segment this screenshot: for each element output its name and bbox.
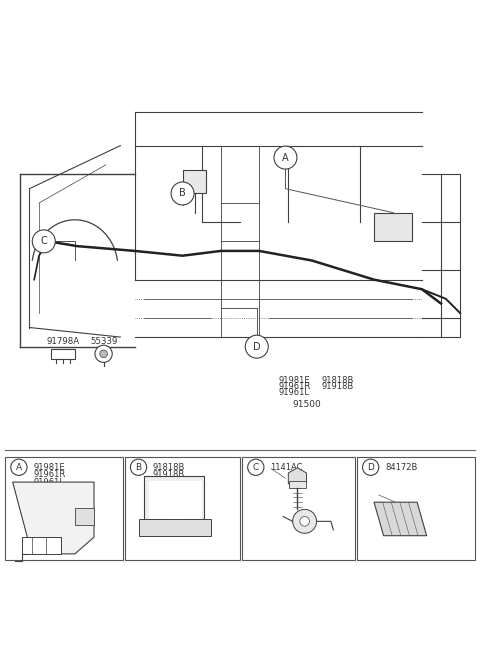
Text: A: A [16,462,22,472]
Text: 91961R: 91961R [33,470,65,479]
Text: 91798A: 91798A [46,337,79,346]
Circle shape [32,230,55,253]
Text: A: A [282,153,289,162]
Circle shape [300,517,310,526]
Text: 91500: 91500 [293,400,322,409]
Polygon shape [289,481,306,488]
Text: B: B [135,462,142,472]
Bar [357,457,475,559]
Polygon shape [144,476,204,519]
Polygon shape [140,519,211,536]
Polygon shape [288,468,307,489]
Text: B: B [179,189,186,198]
Circle shape [95,345,112,362]
Circle shape [100,350,108,358]
Polygon shape [51,349,75,358]
Text: 55339: 55339 [91,337,118,346]
Bar [125,457,240,559]
Polygon shape [75,508,94,525]
Text: D: D [253,342,261,352]
Polygon shape [182,170,206,193]
Circle shape [11,459,27,476]
Text: 91961R: 91961R [278,382,311,391]
Bar [242,457,355,559]
Circle shape [362,459,379,476]
Text: 91961L: 91961L [33,478,64,487]
Text: D: D [367,462,374,472]
Circle shape [245,335,268,358]
Polygon shape [374,502,427,536]
Text: 1141AC: 1141AC [270,462,303,472]
Text: 91918B: 91918B [153,470,185,479]
Bar [5,457,123,559]
Circle shape [293,510,317,533]
Circle shape [131,459,147,476]
Polygon shape [374,213,412,241]
Text: C: C [252,462,259,472]
Circle shape [171,182,194,205]
Text: 91818B: 91818B [153,462,185,472]
Polygon shape [12,482,94,554]
Text: 91818B: 91818B [322,376,354,384]
Polygon shape [22,537,60,554]
Text: 91918B: 91918B [322,382,354,391]
Text: C: C [40,236,47,246]
Polygon shape [149,481,202,519]
Text: 91981E: 91981E [278,376,310,384]
Text: 91961L: 91961L [278,388,309,397]
Text: 91981E: 91981E [33,462,65,472]
Circle shape [248,459,264,476]
Circle shape [274,146,297,169]
Text: 84172B: 84172B [385,462,418,472]
